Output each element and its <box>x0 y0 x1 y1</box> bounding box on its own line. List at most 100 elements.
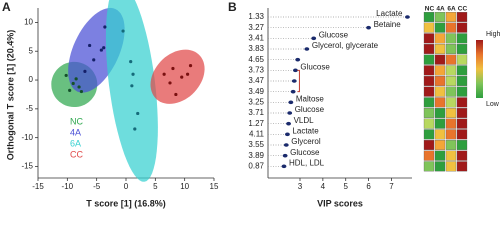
heatmap-header: 6A <box>447 6 456 13</box>
colorbar-label: High <box>486 31 500 38</box>
vip-dot <box>286 121 291 126</box>
point-label: Glycerol, glycerate <box>312 41 379 50</box>
row-label: 3.47 <box>248 76 264 85</box>
row-label: 1.33 <box>248 12 264 21</box>
x-tick-label: -10 <box>62 182 74 191</box>
vip-dot <box>288 100 294 105</box>
heatmap-cell <box>456 22 468 33</box>
colorbar <box>476 40 483 98</box>
point-label: Glucose <box>290 148 320 157</box>
vip-dot <box>311 36 317 41</box>
score-point <box>188 64 193 68</box>
panel-label: A <box>2 0 11 14</box>
heatmap-cell <box>445 76 457 86</box>
heatmap-cell <box>423 76 435 86</box>
heatmap-cell <box>423 97 435 108</box>
heatmap-cell <box>434 161 446 172</box>
vip-dot <box>285 132 290 137</box>
heatmap-cell <box>423 33 435 44</box>
heatmap-cell <box>434 86 446 97</box>
heatmap-cell <box>434 140 446 150</box>
score-point <box>77 85 81 89</box>
score-point <box>103 25 107 29</box>
heatmap-cell <box>423 22 435 33</box>
x-tick-label: 7 <box>389 182 394 191</box>
point-label: Betaine <box>374 20 402 29</box>
heatmap-cell <box>456 65 468 76</box>
point-label: Maltose <box>296 94 325 103</box>
x-tick-label: -5 <box>93 182 101 191</box>
point-label: Lactate <box>292 126 319 135</box>
heatmap-cell <box>423 161 435 172</box>
vip-dot <box>304 47 310 51</box>
score-point <box>133 127 137 131</box>
heatmap-cell <box>445 97 457 108</box>
vip-dot <box>282 153 288 158</box>
score-point <box>79 89 84 94</box>
heatmap-cell <box>434 76 446 86</box>
heatmap-cell <box>434 33 446 44</box>
heatmap-cell <box>445 150 457 161</box>
heatmap-cell <box>434 22 446 33</box>
y-axis-title: Orthogonal T score [1] (20.4%) <box>5 30 15 161</box>
y-tick-label: -15 <box>21 162 33 171</box>
heatmap-cell <box>445 44 457 54</box>
y-tick-label: -10 <box>21 133 33 142</box>
y-tick-label: 5 <box>29 46 34 55</box>
heatmap-cell <box>434 12 446 22</box>
heatmap-cell <box>456 44 468 54</box>
heatmap-header: CC <box>458 6 468 13</box>
score-point <box>186 72 190 76</box>
heatmap-cell <box>423 129 435 140</box>
heatmap-cell <box>456 140 468 150</box>
x-tick-label: -15 <box>32 182 44 191</box>
group-ellipse <box>150 49 205 104</box>
score-point <box>102 46 106 50</box>
heatmap-cell <box>456 12 468 22</box>
heatmap-cell <box>434 108 446 118</box>
score-point <box>71 81 75 86</box>
score-point <box>174 92 178 97</box>
point-label: Glycerol <box>291 137 321 146</box>
vip-dot <box>283 143 289 147</box>
heatmap-cell <box>445 161 457 172</box>
heatmap-cell <box>423 12 435 22</box>
heatmap-cell <box>445 86 457 97</box>
x-axis-title: VIP scores <box>317 198 363 208</box>
row-label: 0.87 <box>248 161 264 170</box>
heatmap-cell <box>445 22 457 33</box>
point-label: Glucose <box>319 30 349 39</box>
x-tick-label: 15 <box>210 182 219 191</box>
score-point <box>99 48 103 52</box>
heatmap-cell <box>445 54 457 65</box>
x-tick-label: 0 <box>124 182 129 191</box>
row-label: 3.49 <box>248 87 264 96</box>
vip-dot <box>290 89 296 94</box>
score-point <box>131 72 135 76</box>
colorbar-label: Low <box>486 101 500 108</box>
point-label: Glucose <box>300 62 330 71</box>
heatmap-cell <box>423 65 435 76</box>
score-point <box>129 59 133 64</box>
bracket <box>297 69 300 93</box>
heatmap-cell <box>456 118 468 129</box>
figure: A B T score [1] (16.8%) Orthogonal T sco… <box>2 0 500 208</box>
panel-label: B <box>228 0 237 14</box>
heatmap-cell <box>423 44 435 54</box>
score-point <box>83 69 87 73</box>
heatmap-cell <box>456 86 468 97</box>
point-label: VLDL <box>294 116 315 125</box>
x-tick-label: 5 <box>153 182 158 191</box>
heatmap-cell <box>434 129 446 140</box>
point-label: HDL, LDL <box>289 158 325 167</box>
row-label: 3.83 <box>248 44 264 53</box>
heatmap-cell <box>423 86 435 97</box>
heatmap-cell <box>456 33 468 44</box>
heatmap-cell <box>456 129 468 140</box>
row-label: 3.41 <box>248 33 264 42</box>
heatmap-cell <box>434 44 446 54</box>
heatmap-cell <box>434 150 446 161</box>
heatmap-cell <box>456 97 468 108</box>
heatmap-cell <box>445 118 457 129</box>
score-point <box>130 84 134 88</box>
